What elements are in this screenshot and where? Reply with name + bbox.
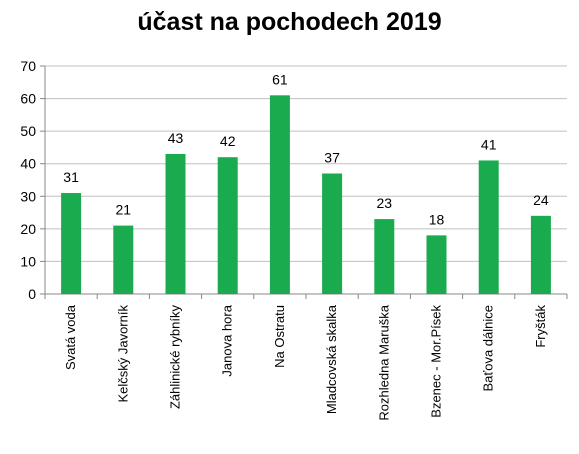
x-tick-label: Mladcovská skalka (324, 304, 339, 414)
bar (61, 193, 82, 294)
bar (269, 95, 290, 294)
bar (322, 173, 343, 294)
bar (374, 219, 395, 294)
bar (478, 160, 499, 294)
data-label: 23 (377, 195, 393, 211)
data-label: 18 (429, 211, 445, 227)
bar (165, 153, 186, 294)
data-label: 61 (272, 71, 288, 87)
y-tick-label: 40 (20, 156, 36, 172)
data-label: 21 (116, 202, 132, 218)
y-tick-label: 60 (20, 91, 36, 107)
x-tick-label: Na Ostratu (272, 305, 287, 368)
x-tick-label: Baťova dálnice (481, 305, 496, 392)
x-tick-label: Svatá voda (63, 304, 78, 370)
chart-title: účast na pochodech 2019 (137, 8, 442, 36)
bar (426, 235, 447, 294)
y-tick-label: 50 (20, 123, 36, 139)
bar (217, 157, 238, 294)
x-tick-label: Fryšták (533, 305, 548, 348)
y-tick-label: 20 (20, 221, 36, 237)
data-label: 24 (533, 192, 549, 208)
data-label: 31 (63, 169, 79, 185)
bar (113, 225, 134, 294)
y-tick-label: 0 (28, 286, 36, 302)
data-label: 43 (168, 130, 184, 146)
data-label: 42 (220, 133, 236, 149)
x-tick-label: Záhlinické rybníky (168, 305, 183, 410)
bar (530, 215, 551, 294)
x-tick-label: Kelčský Javorník (115, 305, 130, 403)
y-tick-label: 30 (20, 188, 36, 204)
data-label: 41 (481, 136, 497, 152)
data-label: 37 (324, 149, 340, 165)
x-tick-label: Bzenec - Mor.Písek (429, 305, 444, 418)
x-tick-label: Janova hora (220, 304, 235, 376)
y-tick-label: 10 (20, 253, 36, 269)
y-tick-label: 70 (20, 58, 36, 74)
x-tick-label: Rozhledna Maruška (376, 304, 391, 420)
